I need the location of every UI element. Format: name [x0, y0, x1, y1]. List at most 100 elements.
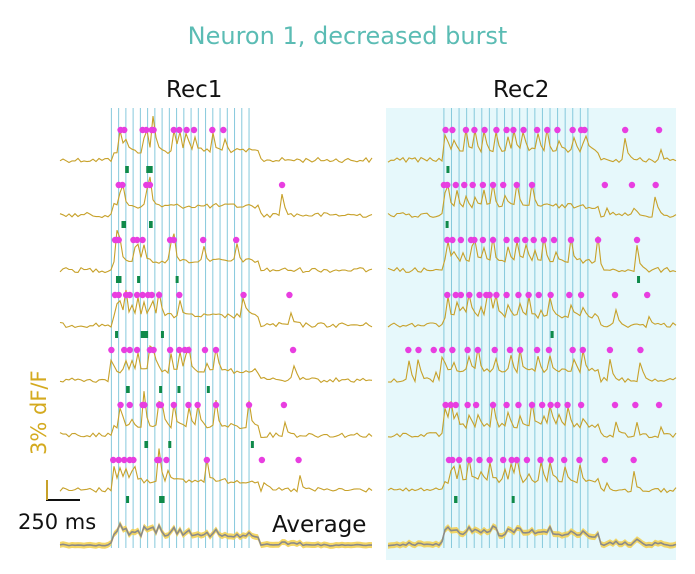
event-marker [581, 126, 588, 134]
event-marker [569, 346, 576, 354]
event-marker [538, 401, 546, 409]
event-marker [442, 126, 449, 134]
event-marker [479, 236, 487, 244]
event-marker [439, 346, 446, 354]
event-marker [121, 346, 128, 354]
event-marker [209, 126, 216, 134]
event-marker [523, 456, 531, 464]
panel-label-rec1: Rec1 [166, 77, 223, 103]
event-marker [449, 346, 456, 354]
event-marker [461, 181, 468, 189]
event-marker [155, 456, 163, 464]
event-marker [286, 291, 293, 299]
burst-marker [115, 331, 119, 338]
event-marker [466, 456, 473, 464]
average-band [60, 520, 372, 549]
trace-line [59, 176, 373, 219]
event-marker [601, 456, 609, 464]
average-line [387, 524, 677, 547]
event-marker [444, 291, 451, 299]
event-marker [525, 291, 532, 299]
event-marker [530, 236, 537, 244]
panel-label-rec2: Rec2 [493, 77, 550, 103]
event-marker [503, 126, 510, 134]
event-marker [476, 291, 483, 299]
event-marker [533, 126, 541, 134]
event-marker [166, 346, 174, 354]
event-marker [240, 291, 247, 299]
event-marker [611, 401, 619, 409]
event-marker [560, 456, 568, 464]
burst-marker [125, 166, 129, 173]
event-marker [185, 401, 192, 409]
burst-marker [140, 331, 149, 338]
event-marker [506, 346, 514, 354]
event-marker [220, 126, 227, 134]
burst-marker [137, 276, 141, 283]
burst-marker [115, 276, 122, 283]
event-marker [577, 401, 585, 409]
event-marker [566, 291, 573, 299]
event-marker [637, 346, 644, 354]
event-marker [472, 401, 480, 409]
event-marker [121, 456, 128, 464]
event-marker [143, 126, 150, 134]
event-marker [516, 346, 524, 354]
event-marker [115, 456, 122, 464]
event-marker [449, 236, 456, 244]
event-marker [289, 346, 297, 354]
event-marker [201, 346, 209, 354]
event-marker [564, 401, 571, 409]
event-marker [633, 236, 641, 244]
event-marker [594, 236, 602, 244]
event-marker [500, 181, 507, 189]
scale-bar-time-label: 250 ms [18, 510, 97, 534]
event-marker [295, 456, 302, 464]
event-marker [489, 181, 497, 189]
event-marker [212, 401, 220, 409]
event-marker [513, 456, 520, 464]
event-marker [121, 126, 128, 134]
burst-marker [126, 386, 130, 393]
event-marker [471, 126, 478, 134]
burst-marker [250, 441, 254, 448]
trace-line [387, 129, 677, 164]
event-marker [493, 126, 500, 134]
event-marker [486, 291, 493, 299]
event-marker [554, 126, 561, 134]
event-marker [540, 236, 548, 244]
event-marker [469, 181, 476, 189]
event-marker [515, 291, 522, 299]
event-marker [601, 181, 609, 189]
event-markers [108, 126, 663, 464]
average-label: Average [272, 512, 367, 538]
event-marker [185, 346, 192, 354]
event-marker [117, 401, 124, 409]
event-marker [126, 401, 133, 409]
burst-marker [177, 386, 181, 393]
event-marker [278, 181, 286, 189]
burst-marker [454, 496, 458, 503]
event-marker [547, 401, 554, 409]
event-marker [655, 126, 663, 134]
event-marker [444, 236, 451, 244]
rec2-background [386, 108, 676, 560]
burst-marker [159, 496, 165, 503]
burst-marker [445, 221, 449, 228]
event-marker [170, 401, 177, 409]
event-marker [533, 346, 541, 354]
event-marker [442, 401, 449, 409]
event-marker [510, 126, 517, 134]
burst-marker [126, 496, 130, 503]
event-marker [170, 126, 177, 134]
event-marker [452, 401, 459, 409]
event-marker [554, 401, 561, 409]
event-marker [405, 346, 412, 354]
event-marker [464, 401, 471, 409]
event-marker [576, 456, 583, 464]
trace-line [59, 116, 373, 164]
event-marker [474, 346, 481, 354]
event-marker [486, 456, 493, 464]
event-marker [503, 291, 510, 299]
event-marker [464, 346, 471, 354]
